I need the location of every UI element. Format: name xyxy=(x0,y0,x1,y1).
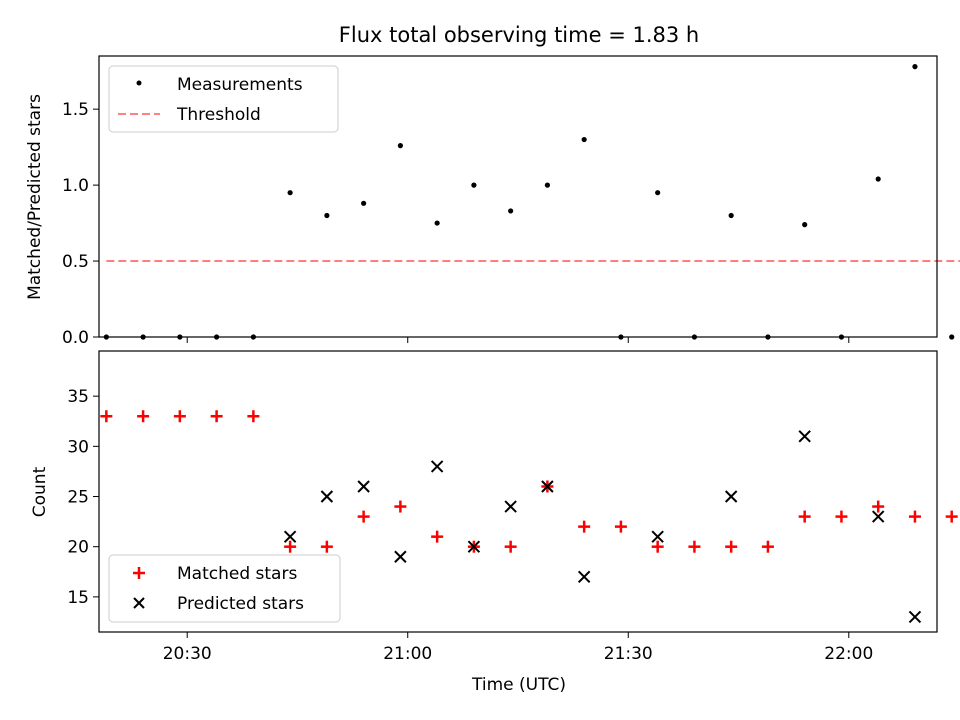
count-y-axis-label: Count xyxy=(30,466,50,517)
ratio-y-tick-label: 1.0 xyxy=(62,176,89,196)
ratio-legend-box xyxy=(108,65,339,133)
count-legend: Matched stars Predicted stars xyxy=(108,554,341,623)
measurement-point xyxy=(912,64,918,70)
measurement-point xyxy=(949,334,955,340)
ratio-y-tick-label: 0.5 xyxy=(62,252,89,272)
matched-star-point xyxy=(284,540,297,553)
matched-star-point xyxy=(908,510,921,523)
count-y-tick-label: 25 xyxy=(67,488,89,508)
legend-measurements-label: Measurements xyxy=(177,75,303,95)
chart-title: Flux total observing time = 1.83 h xyxy=(339,23,699,47)
measurement-point xyxy=(508,208,514,214)
matched-star-point xyxy=(247,410,260,423)
ratio-y-tick-label: 0.0 xyxy=(62,328,89,348)
matched-star-point xyxy=(945,510,958,523)
legend-matched-label: Matched stars xyxy=(177,564,297,584)
predicted-star-point xyxy=(908,610,922,624)
measurement-point xyxy=(544,182,551,188)
matched-star-point xyxy=(688,540,701,553)
predicted-star-point xyxy=(798,430,811,443)
matched-star-point xyxy=(100,410,113,423)
predicted-star-point xyxy=(651,530,664,543)
predicted-star-point xyxy=(357,480,370,493)
measurement-point xyxy=(802,222,808,228)
matched-star-point xyxy=(835,510,848,523)
legend-matched-marker xyxy=(133,567,145,579)
x-tick-label: 20:30 xyxy=(163,644,212,664)
measurement-point xyxy=(655,190,661,196)
legend-predicted-marker xyxy=(133,597,145,609)
measurement-point xyxy=(287,190,293,196)
matched-star-point xyxy=(725,540,738,553)
matched-star-point xyxy=(504,540,517,553)
measurement-point xyxy=(434,220,440,226)
matched-star-point xyxy=(651,540,664,553)
legend-predicted-label: Predicted stars xyxy=(177,594,304,614)
predicted-star-point xyxy=(724,490,738,503)
x-tick-label: 21:30 xyxy=(604,644,653,664)
measurement-point xyxy=(581,136,587,143)
measurement-point xyxy=(471,182,477,188)
matched-star-point xyxy=(761,540,774,553)
ratio-legend: Measurements Threshold xyxy=(108,65,339,133)
x-tick-label: 22:00 xyxy=(824,644,873,664)
count-y-tick-label: 35 xyxy=(67,387,89,407)
predicted-star-point xyxy=(320,490,334,503)
ratio-panel: 0.0 0.5 1.0 1.5 Matched/Predicted stars Mea… xyxy=(25,55,960,348)
ratio-y-tick-label: 1.5 xyxy=(62,100,89,120)
matched-star-point xyxy=(210,410,223,423)
predicted-star-point xyxy=(394,550,407,563)
matched-star-point xyxy=(394,500,407,513)
measurement-point xyxy=(324,212,330,219)
predicted-star-point xyxy=(504,500,517,513)
count-y-tick-label: 20 xyxy=(67,538,89,558)
matched-star-point xyxy=(320,540,333,553)
ratio-y-axis-label: Matched/Predicted stars xyxy=(25,94,45,300)
x-tick-label: 21:00 xyxy=(383,644,432,664)
ratio-plot-frame xyxy=(98,55,938,338)
predicted-star-point xyxy=(283,530,297,543)
predicted-star-point xyxy=(467,540,481,553)
legend-measurements-marker xyxy=(136,80,142,86)
predicted-star-point xyxy=(541,480,554,493)
predicted-star-point xyxy=(577,570,591,584)
matched-star-point xyxy=(872,500,885,513)
matched-star-point xyxy=(578,520,591,533)
count-y-tick-label: 15 xyxy=(67,588,89,608)
matched-star-point xyxy=(173,410,186,423)
matched-star-point xyxy=(431,530,444,543)
matched-star-point xyxy=(798,510,811,523)
legend-threshold-label: Threshold xyxy=(176,105,261,125)
x-axis-label: Time (UTC) xyxy=(471,675,566,695)
matched-star-point xyxy=(614,520,627,533)
count-plot-frame xyxy=(98,350,938,633)
count-y-tick-label: 30 xyxy=(67,437,89,457)
count-legend-box xyxy=(108,554,341,623)
predicted-star-point xyxy=(871,510,885,523)
measurement-point xyxy=(397,143,403,149)
matched-star-point xyxy=(357,510,370,523)
predicted-star-point xyxy=(430,460,444,473)
matched-star-point xyxy=(137,410,150,423)
measurement-point xyxy=(875,176,881,182)
measurement-point xyxy=(361,200,367,206)
measurement-point xyxy=(728,212,734,219)
